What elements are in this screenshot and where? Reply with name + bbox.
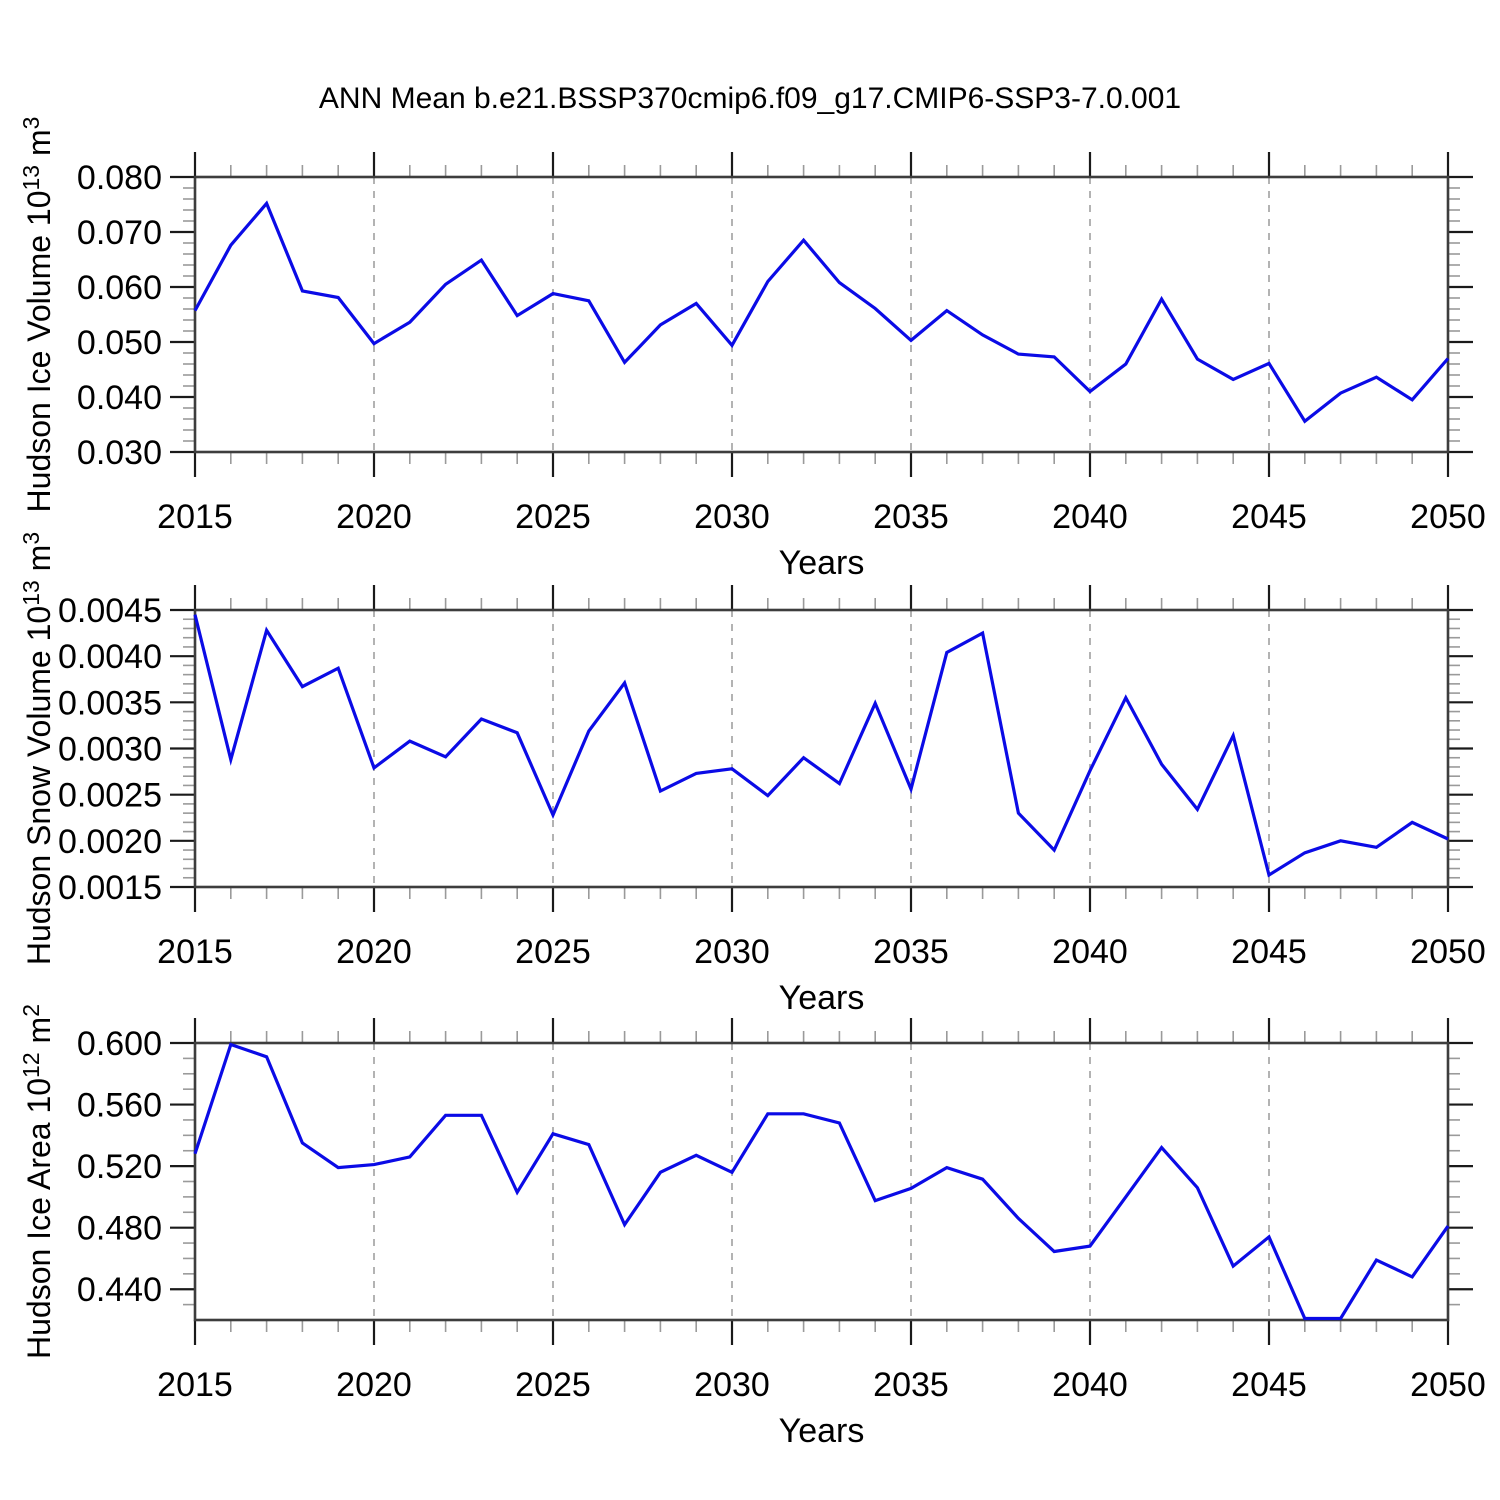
y-tick-label: 0.060: [77, 269, 162, 307]
x-axis-title: Years: [779, 1412, 865, 1450]
y-axis-title: Hudson Ice Volume 1013​ m3​: [18, 117, 57, 513]
x-tick-label: 2020: [336, 1366, 412, 1404]
x-axis-title: Years: [779, 544, 865, 582]
x-tick-label: 2050: [1410, 498, 1486, 536]
x-tick-label: 2030: [694, 498, 770, 536]
data-line-3: [193, 1042, 1450, 1321]
x-tick-label: 2035: [873, 1366, 949, 1404]
y-tick-label: 0.0015: [58, 869, 162, 907]
plot-box: [193, 1041, 1450, 1322]
data-line-2: [193, 614, 1449, 878]
x-tick-label: 2035: [873, 498, 949, 536]
x-tick-label: 2015: [157, 1366, 233, 1404]
y-tick-label: 0.040: [77, 379, 162, 417]
x-tick-label: 2035: [873, 933, 949, 971]
y-tick-label: 0.0030: [58, 731, 162, 769]
y-tick-label: 0.520: [77, 1148, 162, 1186]
x-tick-label: 2020: [336, 933, 412, 971]
x-tick-label: 2030: [694, 1366, 770, 1404]
y-tick-label: 0.440: [77, 1271, 162, 1309]
x-tick-label: 2045: [1231, 933, 1307, 971]
x-tick-label: 2040: [1052, 498, 1128, 536]
x-axis-title: Years: [779, 979, 865, 1017]
x-tick-label: 2040: [1052, 933, 1128, 971]
plot-box: [193, 608, 1450, 889]
x-tick-label: 2025: [515, 933, 591, 971]
y-tick-label: 0.030: [77, 434, 162, 472]
x-tick-label: 2050: [1410, 933, 1486, 971]
y-tick-label: 0.080: [77, 159, 162, 197]
plot-box: [193, 175, 1450, 454]
y-tick-label: 0.070: [77, 214, 162, 252]
chart-title: ANN Mean b.e21.BSSP370cmip6.f09_g17.CMIP…: [318, 82, 1182, 115]
panel-1: 2015 2020 2025 2030 2035 2040 2045 2050 0.080 0.0…: [18, 117, 1486, 582]
y-tick-label: 0.0035: [58, 684, 162, 722]
x-tick-label: 2045: [1231, 1366, 1307, 1404]
x-tick-label: 2040: [1052, 1366, 1128, 1404]
x-tick-label: 2015: [157, 933, 233, 971]
y-tick-label: 0.050: [77, 324, 162, 362]
y-tick-label: 0.0045: [58, 592, 162, 630]
x-tick-label: 2025: [515, 1366, 591, 1404]
x-tick-label: 2030: [694, 933, 770, 971]
x-tick-label: 2020: [336, 498, 412, 536]
panel-3: 2015 2020 2025 2030 2035 2040 2045 2050 0.600 0.5…: [18, 1004, 1486, 1450]
y-tick-label: 0.560: [77, 1087, 162, 1125]
x-tick-label: 2025: [515, 498, 591, 536]
y-tick-label: 0.0040: [58, 638, 162, 676]
x-tick-label: 2045: [1231, 498, 1307, 536]
panel-2: 2015 2020 2025 2030 2035 2040 2045 2050 0.0045 0.…: [18, 532, 1486, 1017]
y-axis-title: Hudson Ice Area 1012​ m2​: [18, 1004, 57, 1359]
y-tick-label: 0.0025: [58, 777, 162, 815]
y-axis-title: Hudson Snow Volume 1013​ m3​: [18, 532, 57, 965]
x-tick-label: 2050: [1410, 1366, 1486, 1404]
data-line-1: [193, 200, 1450, 424]
y-tick-label: 0.600: [77, 1025, 162, 1063]
y-tick-label: 0.0020: [58, 823, 162, 861]
y-tick-label: 0.480: [77, 1210, 162, 1248]
x-tick-label: 2015: [157, 498, 233, 536]
